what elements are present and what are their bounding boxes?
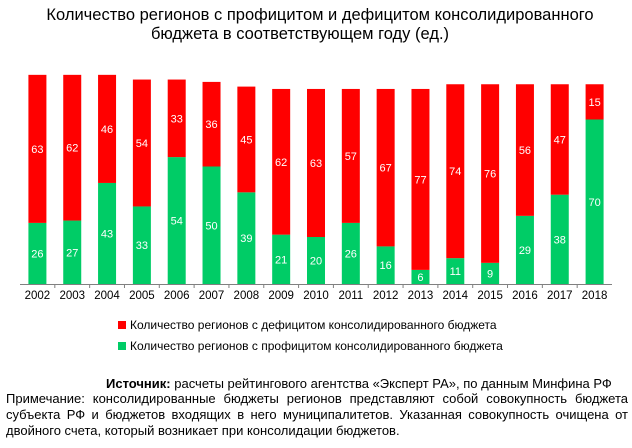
bar-deficit-2005: [132, 79, 151, 207]
data-label-surplus-2007: 50: [205, 220, 217, 232]
legend-item-deficit: Количество регионов с дефицитом консолид…: [118, 318, 497, 332]
legend-label-surplus: Количество регионов с профицитом консоли…: [130, 339, 503, 353]
bar-deficit-2002: [28, 74, 47, 223]
data-label-surplus-2012: 16: [380, 260, 392, 272]
data-label-surplus-2003: 27: [66, 247, 78, 259]
data-label-surplus-2015: 9: [487, 268, 493, 280]
source-line: Источник: расчеты рейтингового агентства…: [106, 376, 612, 391]
x-tick-label-2003: 2003: [59, 290, 85, 302]
bar-surplus-2011: [341, 222, 360, 284]
data-label-deficit-2008: 45: [240, 134, 252, 146]
x-tick-label-2008: 2008: [234, 290, 260, 302]
bar-deficit-2009: [272, 88, 291, 235]
chart-title: Количество регионов с профицитом и дефиц…: [20, 6, 620, 44]
chart-title-line-2: бюджета в соответствующем году (ед.): [150, 25, 450, 43]
bar-deficit-2004: [98, 74, 117, 183]
data-label-surplus-2016: 29: [519, 245, 531, 257]
bar-surplus-2012: [376, 246, 395, 284]
bar-deficit-2013: [411, 88, 430, 270]
legend-item-surplus: Количество регионов с профицитом консоли…: [118, 339, 503, 353]
data-label-deficit-2013: 77: [414, 174, 426, 186]
data-label-deficit-2012: 67: [380, 163, 392, 175]
legend-swatch-surplus: [118, 342, 126, 350]
bar-surplus-2016: [515, 215, 534, 284]
bar-surplus-2009: [272, 234, 291, 284]
x-tick-label-2010: 2010: [303, 290, 329, 302]
x-tick-label-2014: 2014: [442, 290, 468, 302]
bar-surplus-2004: [98, 182, 117, 284]
legend-label-deficit: Количество регионов с дефицитом консолид…: [130, 318, 497, 332]
bar-deficit-2012: [376, 88, 395, 247]
data-label-surplus-2011: 26: [345, 248, 357, 260]
x-tick-label-2005: 2005: [129, 290, 155, 302]
data-label-surplus-2018: 70: [588, 197, 600, 209]
source-text: расчеты рейтингового агентства «Эксперт …: [170, 376, 612, 391]
data-label-deficit-2007: 36: [205, 119, 217, 131]
data-label-surplus-2014: 11: [450, 266, 461, 278]
data-label-deficit-2018: 15: [588, 97, 600, 109]
data-label-surplus-2004: 43: [101, 228, 113, 240]
data-label-deficit-2002: 63: [31, 144, 43, 156]
source-label: Источник:: [106, 376, 171, 391]
x-tick-label-2017: 2017: [547, 290, 573, 302]
data-label-deficit-2004: 46: [101, 124, 113, 136]
bar-deficit-2006: [167, 79, 186, 158]
bar-deficit-2007: [202, 81, 221, 167]
bar-surplus-2005: [132, 206, 151, 284]
x-tick-label-2007: 2007: [199, 290, 225, 302]
x-tick-label-2002: 2002: [25, 290, 51, 302]
bar-surplus-2015: [481, 262, 500, 284]
bar-surplus-2017: [550, 194, 569, 284]
data-label-deficit-2014: 74: [449, 166, 461, 178]
data-label-surplus-2009: 21: [275, 254, 287, 266]
bar-surplus-2002: [28, 222, 47, 284]
x-tick-label-2004: 2004: [94, 290, 120, 302]
bar-surplus-2008: [237, 192, 256, 284]
bar-deficit-2008: [237, 86, 256, 193]
x-tick-label-2009: 2009: [268, 290, 294, 302]
data-label-deficit-2006: 33: [171, 113, 183, 125]
data-label-deficit-2009: 62: [275, 157, 287, 169]
bar-surplus-2003: [63, 220, 82, 284]
bar-surplus-2013: [411, 269, 430, 284]
x-tick-label-2016: 2016: [512, 290, 538, 302]
data-label-deficit-2003: 62: [66, 143, 78, 155]
bar-deficit-2015: [481, 84, 500, 263]
data-label-deficit-2016: 56: [519, 145, 531, 157]
bar-deficit-2014: [446, 84, 465, 259]
bar-deficit-2003: [63, 74, 82, 221]
bar-deficit-2018: [585, 84, 604, 120]
data-label-surplus-2010: 20: [310, 256, 322, 268]
bar-deficit-2011: [341, 88, 360, 223]
x-tick-label-2012: 2012: [373, 290, 399, 302]
stacked-bar-chart: 26 63 2002 27 62 2003 43 46 2004 33 54 2005 54 33 2006…: [20, 74, 612, 302]
bar-surplus-2018: [585, 119, 604, 284]
bar-surplus-2010: [307, 237, 325, 284]
x-tick-label-2018: 2018: [582, 290, 608, 302]
data-label-surplus-2005: 33: [136, 240, 148, 252]
x-tick-label-2013: 2013: [408, 290, 434, 302]
data-label-deficit-2015: 76: [484, 169, 496, 181]
data-label-deficit-2017: 47: [554, 134, 566, 146]
x-tick-label-2015: 2015: [477, 290, 503, 302]
x-tick-label-2011: 2011: [338, 290, 363, 302]
bar-surplus-2006: [167, 157, 186, 284]
data-label-surplus-2013: 6: [417, 272, 423, 284]
data-label-surplus-2002: 26: [31, 248, 43, 260]
data-label-deficit-2010: 63: [310, 158, 322, 170]
data-label-surplus-2006: 54: [171, 216, 183, 228]
data-label-surplus-2017: 38: [554, 234, 566, 246]
bar-deficit-2016: [515, 84, 534, 216]
data-label-deficit-2011: 57: [345, 151, 357, 163]
bar-deficit-2017: [550, 84, 569, 195]
data-label-deficit-2005: 54: [136, 138, 148, 150]
x-tick-label-2006: 2006: [164, 290, 190, 302]
footnote: Примечание: консолидированные бюджеты ре…: [6, 391, 628, 438]
bar-surplus-2014: [446, 258, 465, 284]
chart-title-line-1: Количество регионов с профицитом и дефиц…: [46, 6, 594, 24]
data-label-surplus-2008: 39: [240, 233, 252, 245]
bar-surplus-2007: [202, 166, 221, 284]
legend-swatch-deficit: [118, 321, 126, 329]
bar-deficit-2010: [307, 88, 325, 237]
